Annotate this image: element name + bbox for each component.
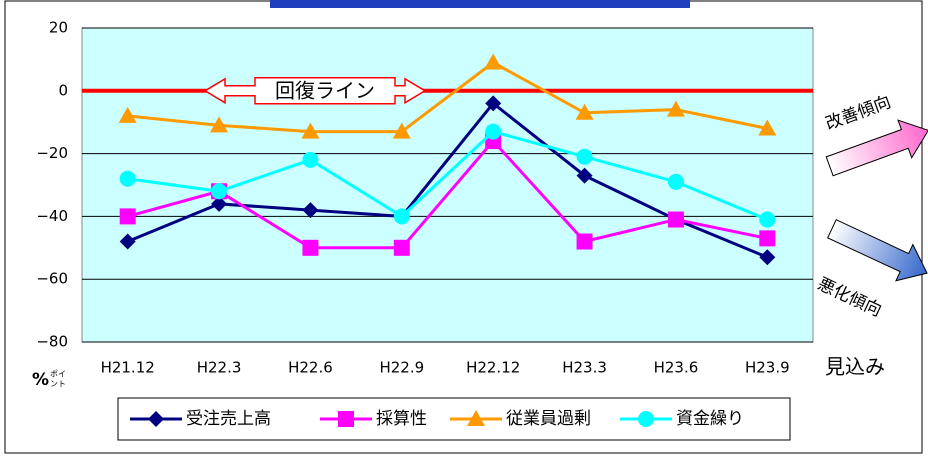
marker	[211, 195, 228, 212]
series-line	[127, 129, 768, 221]
series-line	[127, 101, 768, 259]
y-unit: %	[32, 370, 49, 390]
x-tick-label: H21.12	[101, 359, 155, 377]
marker	[759, 230, 776, 247]
y-tick-label: −60	[36, 270, 68, 288]
x-tick-label: H22.12	[466, 359, 520, 377]
marker	[393, 208, 410, 225]
y-tick-label: −40	[36, 207, 68, 225]
marker	[338, 411, 354, 427]
x-tick-label: H23.3	[562, 359, 607, 377]
marker	[467, 410, 485, 426]
marker	[302, 202, 319, 219]
marker	[576, 233, 593, 250]
y-unit-sub: ント	[50, 380, 66, 389]
marker	[758, 119, 777, 136]
title-band	[270, 0, 690, 8]
marker	[393, 239, 410, 256]
x-tick-label: H22.9	[379, 359, 424, 377]
y-tick-label: 20	[49, 19, 68, 37]
marker	[302, 239, 319, 256]
marker	[759, 211, 776, 228]
legend-label: 採算性	[376, 409, 427, 429]
marker	[667, 173, 684, 190]
x-tick-label: H22.3	[197, 359, 242, 377]
marker	[118, 106, 137, 123]
marker	[575, 103, 594, 120]
marker	[392, 122, 411, 139]
marker	[301, 122, 320, 139]
x-tick-label: H22.6	[288, 359, 333, 377]
marker	[638, 411, 654, 427]
marker	[485, 123, 502, 140]
marker	[576, 167, 593, 184]
reference-arrow	[203, 77, 427, 105]
marker	[302, 151, 319, 168]
plot-area	[81, 27, 814, 343]
legend-label: 受注売上高	[186, 409, 271, 429]
y-tick-label: 0	[58, 81, 68, 99]
marker	[576, 148, 593, 165]
marker	[119, 170, 136, 187]
legend-label: 従業員過剰	[506, 409, 591, 429]
marker	[211, 183, 228, 200]
series-line	[127, 138, 768, 250]
reference-label: 回復ライン	[275, 78, 375, 102]
marker	[666, 100, 685, 117]
marker	[759, 249, 776, 266]
marker	[210, 116, 229, 133]
marker	[667, 211, 684, 228]
x-tick-label: H23.9	[745, 359, 790, 377]
forecast-label: 見込み	[825, 355, 885, 379]
marker	[485, 95, 502, 112]
marker	[119, 233, 136, 250]
series-line	[127, 60, 768, 134]
y-unit-sub: ポイ	[50, 370, 66, 379]
y-tick-label: −20	[36, 144, 68, 162]
legend-label: 資金繰り	[676, 409, 744, 429]
x-tick-label: H23.6	[654, 359, 699, 377]
marker	[119, 208, 136, 225]
marker	[484, 53, 503, 70]
marker	[148, 411, 164, 427]
y-tick-label: −80	[36, 333, 68, 351]
